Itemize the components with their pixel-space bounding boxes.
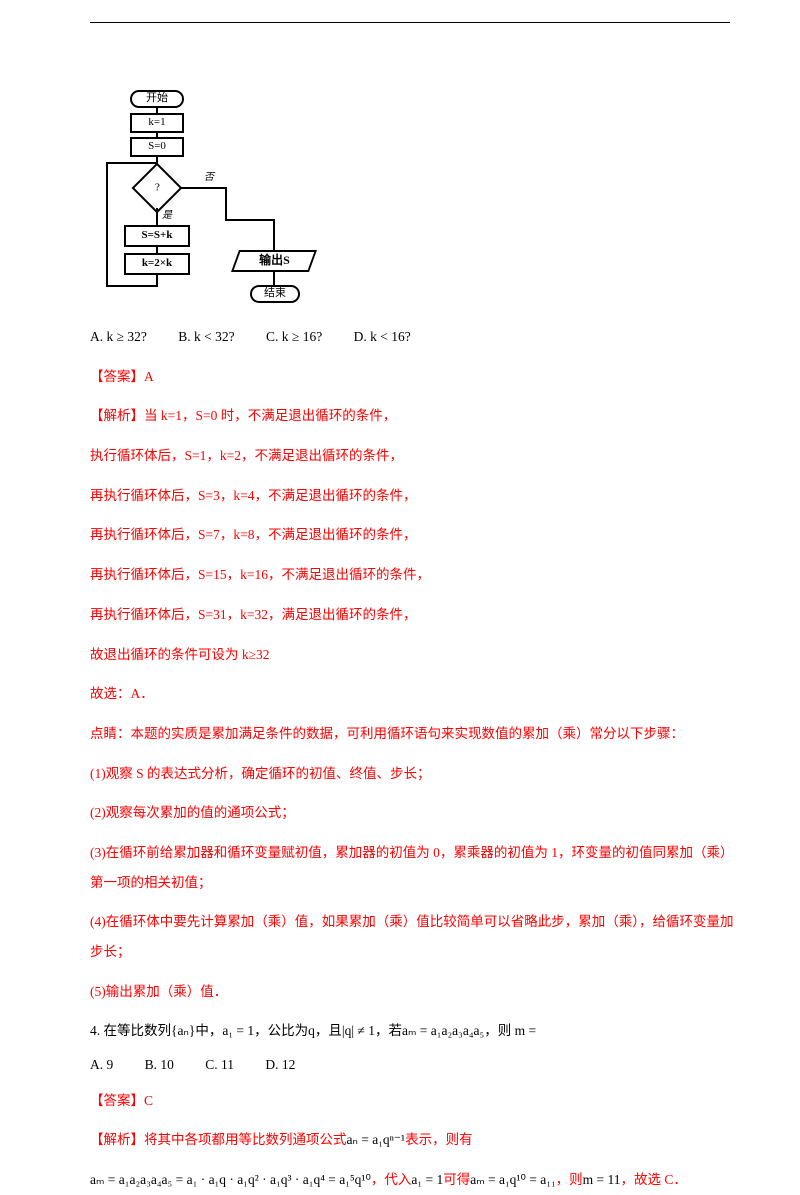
- q4-opt-d-text: 12: [282, 1057, 296, 1072]
- fc-k1: k=1: [130, 113, 184, 133]
- q4-explain-formula: aₙ = a₁qⁿ⁻¹: [347, 1132, 406, 1147]
- q3-point: (3)在循环前给累加器和循环变量赋初值，累加器的初值为 0，累乘器的初值为 1，…: [90, 838, 740, 897]
- q3-opt-b-text: k < 32?: [194, 329, 235, 344]
- q4-opt-a-text: 9: [107, 1057, 114, 1072]
- q4-explain-suffix: 表示，则有: [405, 1132, 473, 1147]
- fc-edge: [156, 275, 158, 285]
- q4-final-b1: aₘ = a₁a₂a₃a₄a₅ = a₁ · a₁q · a₁q² · a₁q³…: [90, 1172, 371, 1187]
- fc-output-label: 输出S: [259, 251, 290, 270]
- q4-final-b3: aₘ = a₁q¹⁰ = a₁₁: [470, 1172, 555, 1187]
- fc-ssk: S=S+k: [124, 225, 190, 247]
- q3-point: (4)在循环体中要先计算累加（乘）值，如果累加（乘）值比较简单可以省略此步，累加…: [90, 907, 740, 966]
- q3-step: 再执行循环体后，S=15，k=16，不满足退出循环的条件，: [90, 560, 740, 590]
- q3-point: (2)观察每次累加的值的通项公式；: [90, 798, 740, 828]
- fc-yes-label: 是: [162, 208, 172, 224]
- q4-stem-3: ，公比为q，且|q| ≠ 1，若: [254, 1023, 402, 1038]
- fc-s0-label: S=0: [148, 138, 166, 156]
- q4-final-r3: ，则: [556, 1172, 583, 1187]
- q4-stem-4: ，则 m =: [484, 1023, 536, 1038]
- fc-cond-label: ?: [155, 179, 160, 197]
- page-top-rule: [90, 22, 730, 23]
- q3-point: (1)观察 S 的表达式分析，确定循环的初值、终值、步长；: [90, 759, 740, 789]
- q3-step: 再执行循环体后，S=31，k=32，满足退出循环的条件，: [90, 600, 740, 630]
- fc-cond: ?: [132, 163, 183, 214]
- q4-stem: 4. 在等比数列{aₙ}中，a₁ = 1，公比为q，且|q| ≠ 1，若aₘ =…: [90, 1016, 740, 1046]
- fc-output: 输出S: [231, 250, 317, 272]
- q4-explain-prefix: 【解析】将其中各项都用等比数列通项公式: [90, 1132, 347, 1147]
- q4-final: aₘ = a₁a₂a₃a₄a₅ = a₁ · a₁q · a₁q² · a₁q³…: [90, 1165, 740, 1195]
- q4-opt-c-text: 11: [221, 1057, 234, 1072]
- q4-explain: 【解析】将其中各项都用等比数列通项公式aₙ = a₁qⁿ⁻¹表示，则有: [90, 1125, 740, 1155]
- q3-opt-c: C. k ≥ 16?: [266, 329, 322, 344]
- fc-end: 结束: [250, 285, 300, 303]
- q4-answer: 【答案】C: [90, 1086, 740, 1116]
- q4-final-b4: m = 11: [583, 1172, 621, 1187]
- fc-start: 开始: [130, 90, 184, 108]
- fc-edge: [273, 272, 275, 285]
- q4-final-b2: a₁ = 1: [411, 1172, 443, 1187]
- q3-step: 故选：A．: [90, 679, 740, 709]
- fc-edge: [225, 187, 227, 219]
- q4-stem-a1: a₁ = 1: [222, 1023, 254, 1038]
- q3-step: 执行循环体后，S=1，k=2，不满足退出循环的条件，: [90, 441, 740, 471]
- fc-k2k: k=2×k: [124, 253, 190, 275]
- q4-opt-c: C. 11: [205, 1057, 234, 1072]
- q3-point: (5)输出累加（乘）值．: [90, 977, 740, 1007]
- q4-stem-set: {aₙ}: [171, 1023, 195, 1038]
- q3-dianjing: 点睛：本题的实质是累加满足条件的数据，可利用循环语句来实现数值的累加（乘）常分以…: [90, 719, 740, 749]
- q4-opt-d: D. 12: [265, 1057, 295, 1072]
- q4-opt-a: A. 9: [90, 1057, 113, 1072]
- fc-edge: [106, 162, 156, 164]
- q4-final-r4: ，故选 C．: [621, 1172, 687, 1187]
- q3-opt-b: B. k < 32?: [178, 329, 234, 344]
- q3-step: 再执行循环体后，S=7，k=8，不满足退出循环的条件，: [90, 520, 740, 550]
- q3-explain: 【解析】当 k=1，S=0 时，不满足退出循环的条件，: [90, 401, 740, 431]
- fc-edge: [225, 219, 273, 221]
- q3-options: A. k ≥ 32? B. k < 32? C. k ≥ 16? D. k < …: [90, 322, 740, 352]
- q4-final-r2: 可得: [443, 1172, 470, 1187]
- q4-opt-b-text: 10: [160, 1057, 174, 1072]
- fc-s0: S=0: [130, 137, 184, 157]
- q4-stem-am: aₘ = a₁a₂a₃a₄a₅: [402, 1023, 484, 1038]
- fc-edge: [106, 162, 108, 287]
- q4-options: A. 9 B. 10 C. 11 D. 12: [90, 1054, 740, 1076]
- q3-opt-d-text: k < 16?: [370, 329, 411, 344]
- fc-edge: [180, 187, 225, 189]
- fc-end-label: 结束: [264, 285, 286, 303]
- q4-opt-b: B. 10: [145, 1057, 174, 1072]
- fc-edge: [106, 285, 158, 287]
- q3-answer: 【答案】A: [90, 362, 740, 392]
- flowchart-diagram: 开始 k=1 S=0 ? 否 是 S=S+k k=2×k 输出S 结束: [100, 90, 360, 310]
- fc-edge: [273, 219, 275, 250]
- fc-edge: [156, 208, 158, 225]
- q3-opt-a: A. k ≥ 32?: [90, 329, 147, 344]
- fc-k2k-label: k=2×k: [142, 255, 172, 273]
- fc-ssk-label: S=S+k: [142, 227, 173, 245]
- q3-opt-c-text: k ≥ 16?: [282, 329, 322, 344]
- q4-final-r1: ，代入: [371, 1172, 412, 1187]
- q3-opt-a-text: k ≥ 32?: [107, 329, 147, 344]
- fc-start-label: 开始: [146, 90, 168, 108]
- q4-stem-1: 4. 在等比数列: [90, 1023, 171, 1038]
- q3-step: 再执行循环体后，S=3，k=4，不满足退出循环的条件，: [90, 481, 740, 511]
- fc-no-label: 否: [204, 170, 214, 186]
- fc-k1-label: k=1: [148, 114, 165, 132]
- q3-opt-d: D. k < 16?: [354, 329, 411, 344]
- q3-step: 故退出循环的条件可设为 k≥32: [90, 640, 740, 670]
- q4-stem-2: 中，: [195, 1023, 222, 1038]
